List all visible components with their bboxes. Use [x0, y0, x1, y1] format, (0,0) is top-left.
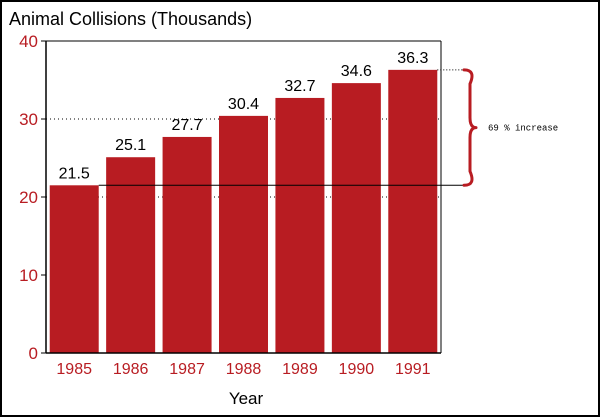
bar-1986	[106, 157, 156, 353]
bar-1987	[162, 136, 212, 353]
y-tick-30: 30	[19, 110, 38, 129]
x-tick-1991: 1991	[395, 361, 431, 378]
data-label-1988: 30.4	[228, 96, 259, 113]
data-label-1986: 25.1	[115, 137, 146, 154]
bar-1985	[49, 185, 99, 353]
data-label-1990: 34.6	[341, 63, 372, 80]
bar-1989	[275, 97, 325, 353]
data-label-1989: 32.7	[284, 78, 315, 95]
x-axis-label: Year	[229, 389, 264, 408]
y-tick-0: 0	[29, 344, 38, 363]
x-tick-1988: 1988	[226, 361, 262, 378]
bar-1991	[388, 69, 438, 354]
plot-area: 21.5 1985 25.1 1986 27.7 1987 30.4 1988 32.7 1989…	[19, 32, 558, 378]
x-tick-1990: 1990	[339, 361, 375, 378]
x-tick-1989: 1989	[282, 361, 318, 378]
data-label-1987: 27.7	[172, 117, 203, 134]
data-label-1985: 21.5	[59, 165, 90, 182]
chart-title: Animal Collisions (Thousands)	[9, 9, 252, 29]
y-tick-40: 40	[19, 32, 38, 51]
x-tick-1986: 1986	[113, 361, 149, 378]
y-tick-10: 10	[19, 266, 38, 285]
annotation-brace	[462, 68, 478, 187]
annotation-text: 69 % increase	[488, 124, 558, 134]
y-tick-20: 20	[19, 188, 38, 207]
data-label-1991: 36.3	[397, 50, 428, 67]
bar-1990	[331, 83, 381, 354]
bar-1988	[219, 115, 268, 353]
x-tick-1985: 1985	[56, 361, 92, 378]
x-tick-1987: 1987	[169, 361, 205, 378]
